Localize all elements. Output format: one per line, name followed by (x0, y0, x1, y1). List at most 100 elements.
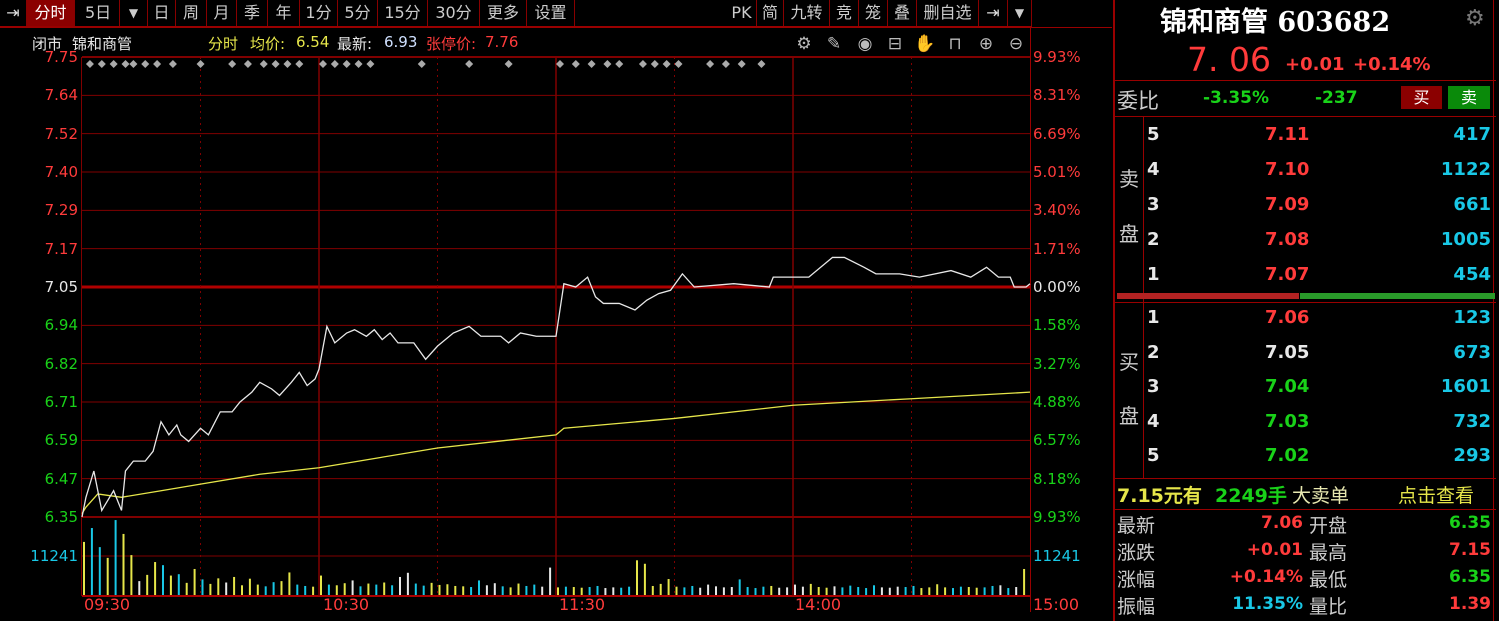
period-tab-1[interactable]: 5日 (75, 0, 120, 26)
bid-side-label: 买 (1119, 350, 1139, 374)
event-marker-icon (141, 60, 150, 68)
unlock-icon[interactable]: ⊓ (948, 34, 962, 54)
period-tab-5[interactable]: 季 (237, 0, 268, 26)
tool-button-6[interactable]: 删自选 (917, 0, 979, 26)
pct-tick-label: 8.31% (1033, 86, 1081, 105)
market-status: 闭市 (32, 35, 63, 53)
period-tab-11[interactable]: 更多 (480, 0, 527, 26)
period-toolbar (0, 0, 1032, 27)
chart-mode: 分时 (208, 35, 239, 53)
volume-tick-label: 11241 (30, 547, 78, 565)
volume-bar (383, 582, 386, 595)
tool-button-3[interactable]: 竞 (830, 0, 859, 26)
stat-value: 7.06 (1261, 513, 1303, 533)
ask-volume: 1005 (1440, 229, 1491, 250)
hand-icon[interactable]: ✋ (914, 34, 936, 54)
period-tab-10[interactable]: 30分 (428, 0, 480, 26)
period-tab-0[interactable]: 分时 (27, 0, 75, 26)
collapse-arrow-icon[interactable]: ⇥ (0, 0, 27, 26)
event-marker-icon (259, 60, 268, 68)
volume-bar (106, 557, 109, 595)
buy-button[interactable]: 买 (1401, 86, 1442, 109)
zoom-out-icon[interactable]: ⊖ (1008, 34, 1024, 54)
volume-bar (446, 584, 449, 595)
ask-level: 1 (1147, 264, 1160, 285)
more-dropdown-icon[interactable]: ▼ (1008, 0, 1032, 26)
quote-panel: 锦和商管 603682 ⚙ 7. 06 +0.01 +0.14% 委比 -3.3… (1113, 0, 1496, 621)
pct-tick-label: 6.69% (1033, 124, 1081, 143)
brush-icon[interactable]: ✎ (826, 34, 842, 54)
volume-bar (628, 586, 631, 595)
volume-bar (264, 586, 267, 595)
period-tab-3[interactable]: 周 (176, 0, 207, 26)
volume-bar (248, 578, 251, 595)
volume-bar (999, 585, 1002, 595)
ask-price: 7.11 (1265, 124, 1310, 145)
volume-bar (912, 585, 915, 595)
volume-bar (604, 588, 607, 595)
period-tab-12[interactable]: 设置 (527, 0, 575, 26)
tool-button-0[interactable]: PK (727, 0, 757, 26)
event-marker-icon (121, 60, 130, 68)
period-tab-6[interactable]: 年 (268, 0, 300, 26)
time-tick-label: 09:30 (84, 595, 131, 614)
volume-bar (201, 579, 204, 595)
volume-bar (1007, 588, 1010, 595)
stat-value: 6.35 (1449, 513, 1491, 533)
stock-name: 锦和商管 (72, 35, 133, 53)
limit-up-label: 张停价: (426, 35, 477, 53)
volume-bar (738, 579, 741, 595)
5day-dropdown-chevron-icon[interactable]: ▼ (120, 0, 148, 26)
price-tick-label: 6.82 (44, 354, 78, 373)
zoom-in-icon[interactable]: ⊕ (978, 34, 994, 54)
tool-button-1[interactable]: 简 (757, 0, 784, 26)
volume-bar (485, 585, 488, 595)
volume-bar (335, 585, 338, 595)
eye-icon[interactable]: ◉ (857, 34, 873, 54)
bid-price: 7.06 (1265, 307, 1310, 328)
event-marker-icon (129, 60, 138, 68)
big-order-view-link[interactable]: 点击查看 (1398, 485, 1475, 507)
intraday-chart[interactable] (0, 0, 1112, 621)
volume-bar (280, 581, 283, 595)
gear-icon[interactable]: ⚙ (1465, 6, 1485, 31)
bid-level: 4 (1147, 410, 1160, 432)
expand-arrow-icon[interactable]: ⇥ (979, 0, 1008, 26)
tool-button-5[interactable]: 叠 (888, 0, 917, 26)
bid-level: 1 (1147, 307, 1160, 328)
volume-bar (414, 583, 417, 595)
stat-label: 最低 (1309, 569, 1348, 591)
period-tab-9[interactable]: 15分 (378, 0, 428, 26)
volume-bar (327, 584, 330, 595)
volume-bar (683, 587, 686, 595)
period-tab-4[interactable]: 月 (207, 0, 237, 26)
ask-price: 7.09 (1265, 194, 1310, 215)
tool-button-4[interactable]: 笼 (859, 0, 888, 26)
volume-bar (430, 582, 433, 595)
volume-bar (225, 582, 228, 595)
volume-bar (588, 587, 591, 595)
event-marker-icon (615, 60, 624, 68)
event-marker-icon (587, 60, 596, 68)
volume-bar (722, 587, 725, 595)
stat-label: 最新 (1117, 515, 1156, 537)
volume-bar (715, 586, 717, 595)
event-marker-icon (366, 60, 375, 68)
price-tick-label: 7.29 (44, 201, 78, 220)
pct-tick-label: 3.40% (1033, 201, 1081, 220)
volume-bar (817, 587, 820, 595)
period-tab-2[interactable]: 日 (148, 0, 176, 26)
toolbox-icon[interactable]: ⊟ (887, 34, 903, 54)
ask-volume: 454 (1453, 264, 1491, 285)
volume-bar (98, 547, 101, 595)
settings-icon[interactable]: ⚙ (796, 34, 812, 54)
event-marker-icon (674, 60, 683, 68)
period-tab-8[interactable]: 5分 (338, 0, 378, 26)
tool-button-2[interactable]: 九转 (784, 0, 830, 26)
volume-bar (517, 583, 520, 595)
big-order-qty: 2249手 (1215, 485, 1287, 507)
sell-button[interactable]: 卖 (1448, 86, 1490, 109)
volume-bar (1015, 587, 1018, 595)
period-tab-7[interactable]: 1分 (300, 0, 338, 26)
bid-volume: 293 (1453, 445, 1491, 466)
